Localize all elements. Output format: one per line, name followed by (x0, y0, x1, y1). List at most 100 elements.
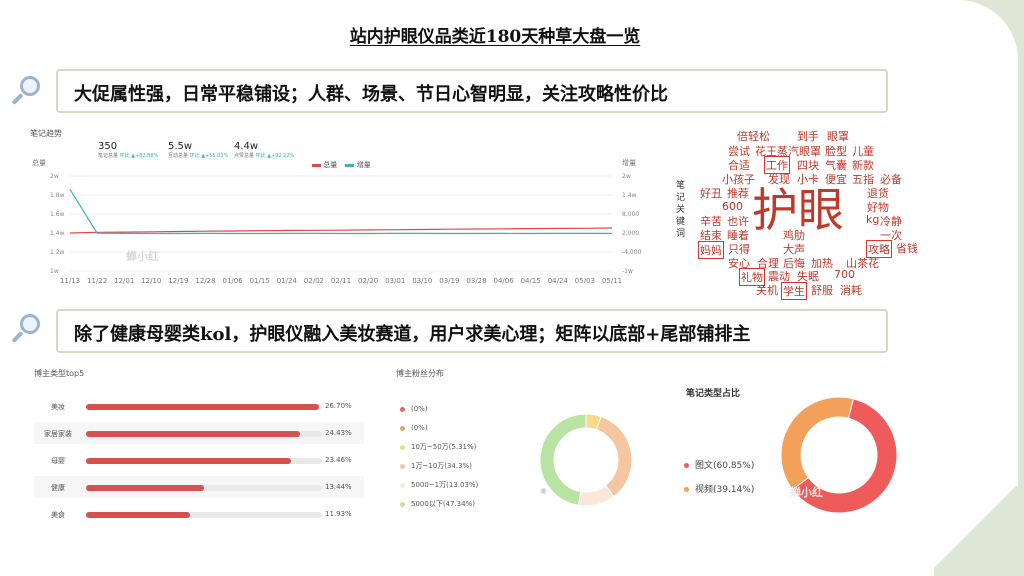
legend-increment: 增量 (356, 161, 371, 169)
wordcloud-word: 新款 (852, 159, 874, 172)
legend-total: 总量 (323, 161, 338, 169)
x-tick-label: 12/28 (195, 277, 215, 285)
bar-track (86, 431, 322, 437)
x-tick-label: 03/28 (466, 277, 486, 285)
stat-change: 环比 ▲+55.83% (189, 153, 229, 159)
wordcloud-word: 气囊 (825, 159, 847, 172)
stat-label: 点赞总量 (234, 153, 255, 159)
legend-label: 视频(39.14%) (695, 485, 755, 495)
legend-label: (0%) (411, 424, 428, 432)
x-tick-label: 03/10 (412, 277, 432, 285)
legend-dot (400, 501, 405, 507)
legend-item: 图文(60.85%) (684, 457, 754, 481)
wordcloud-word: 便宜 (825, 173, 847, 186)
x-tick-label: 01/15 (250, 277, 270, 285)
stat-value: 4.4w (234, 141, 259, 152)
series-increment-line (69, 188, 613, 235)
bar-value-label: 11.93% (325, 510, 352, 518)
x-tick-label: 04/06 (494, 277, 515, 285)
wordcloud-word: 大声 (783, 243, 805, 256)
left-tick-label: 1.2w (50, 249, 65, 256)
stat-notes: 350 笔记总量 环比 ▲+82.88% (98, 141, 158, 159)
bar-value-label: 26.70% (325, 402, 352, 410)
bar-value-label: 13.44% (325, 483, 352, 491)
left-tick-label: 1w (50, 268, 59, 275)
left-tick-label: 1.4w (50, 230, 65, 237)
wordcloud-word: 眼罩 (827, 130, 849, 143)
bar (86, 485, 204, 491)
donut-slice (780, 396, 854, 491)
stat-label: 笔记总量 (98, 153, 119, 159)
bar (86, 458, 292, 464)
magnifier-icon (10, 314, 40, 344)
wordcloud-word: 舒服 (811, 284, 833, 297)
wordcloud-word: 鸡肋 (783, 229, 805, 242)
wordcloud-word: 震动 (768, 270, 790, 283)
trend-section-title: 笔记趋势 (30, 129, 62, 138)
page-curl-decoration (934, 486, 1024, 576)
wordcloud-word: 五指 (852, 173, 874, 186)
donut-slice (539, 413, 587, 506)
fan-dist-title: 博主粉丝分布 (396, 369, 444, 378)
wordcloud-word: 儿童 (852, 145, 874, 158)
wordcloud-main-word: 护眼 (752, 183, 844, 237)
series-total-line (69, 227, 613, 234)
bar (86, 404, 320, 410)
legend-dot (684, 463, 689, 468)
wordcloud-word: 合理 (757, 257, 779, 270)
legend-label: 5000以下(47.34%) (411, 500, 475, 508)
wordcloud-word: 学生 (781, 282, 807, 300)
wordcloud-word: 失眠 (797, 270, 819, 283)
x-tick-label: 04/24 (548, 277, 569, 285)
legend-dot (400, 425, 405, 431)
wordcloud-word: 到手 (797, 130, 819, 143)
x-tick-label: 03/19 (439, 277, 459, 285)
x-tick-label: 05/03 (575, 277, 595, 285)
blogger-type-title: 博主类型top5 (34, 369, 85, 378)
legend-label: 10万~50万(5.31%) (411, 443, 477, 451)
bar-track (86, 512, 322, 518)
wordcloud-word: 礼物 (739, 268, 765, 286)
x-tick-label: 01/06 (223, 277, 244, 285)
wordcloud-word: 必备 (880, 173, 902, 186)
legend-dot (400, 463, 405, 469)
bar-category-label: 母婴 (51, 457, 65, 465)
x-tick-label: 02/02 (304, 277, 324, 285)
wordcloud-side-label: 笔记关键词 (676, 181, 686, 239)
insight-banner-2: 除了健康母婴类kol，护眼仪融入美妆赛道，用户求美心理；矩阵以底部+尾部铺排主 (56, 309, 888, 353)
wordcloud-word: 600 (722, 200, 743, 213)
wordcloud-word: 四块 (797, 159, 819, 172)
wordcloud-word: 安心 (728, 257, 750, 270)
legend-item: 5000~1万(13.03%) (400, 476, 478, 495)
trend-legend: 总量 增量 (312, 160, 371, 170)
right-tick-label: -1w (622, 268, 633, 275)
wordcloud-word: 关机 (756, 284, 778, 297)
fan-dist-legend: (0%) (0%) 10万~50万(5.31%) 1万~10万(34.3%) 5000~… (400, 400, 478, 514)
wordcloud-word: 花王蒸汽眼罩 (755, 145, 821, 158)
wordcloud-word: 睡着 (727, 229, 749, 242)
right-axis-title: 增量 (622, 159, 636, 167)
legend-item: 5000以下(47.34%) (400, 495, 478, 514)
wordcloud-word: 辛苦 (700, 215, 722, 228)
fan-dist-donut (539, 413, 633, 507)
wordcloud-word: 尝试 (728, 145, 750, 158)
bar-category-label: 健康 (51, 484, 65, 492)
wordcloud-word: 攻略 (866, 240, 892, 258)
donut-slice (595, 415, 633, 498)
note-watermark: 蝉小红 (790, 486, 823, 499)
wordcloud-word: 后悔 (783, 257, 805, 270)
wordcloud-word: 加热 (811, 257, 833, 270)
wordcloud-word: 只得 (728, 243, 750, 256)
x-tick-label: 11/22 (87, 277, 107, 285)
wordcloud-word: 小孩子 (722, 173, 755, 186)
right-tick-label: 8,000 (622, 211, 639, 218)
legend-item: (0%) (400, 419, 478, 438)
wordcloud-word: 好丑 (700, 187, 722, 200)
x-tick-label: 04/15 (521, 277, 541, 285)
right-tick-label: 2,000 (622, 230, 639, 237)
legend-swatch-increment (345, 163, 355, 167)
legend-label: 1万~10万(34.3%) (411, 462, 472, 470)
legend-item: 1万~10万(34.3%) (400, 457, 478, 476)
note-type-title: 笔记类型占比 (686, 389, 741, 399)
